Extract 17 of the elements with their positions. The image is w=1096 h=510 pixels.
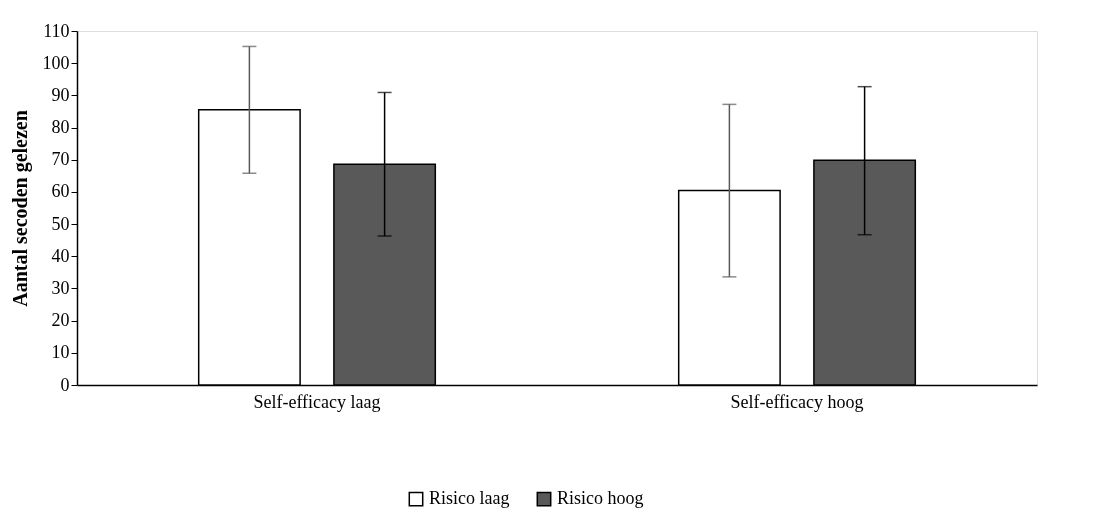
y-tick-label: 100 [42,52,70,73]
legend-label: Risico hoog [557,488,644,509]
y-tick-label: 50 [51,213,70,234]
y-tick-label: 0 [60,374,70,395]
y-tick-label: 10 [51,342,70,363]
y-tick-label: 110 [43,20,70,41]
y-tick-label: 90 [51,84,70,105]
y-tick-label: 70 [51,149,70,170]
y-axis-title: Aantal secoden gelezen [8,110,32,307]
y-tick-label: 80 [51,117,70,138]
y-tick-label: 20 [51,310,70,331]
y-tick-label: 30 [51,277,70,298]
y-tick-label: 60 [51,181,70,202]
x-tick-label: Self-efficacy laag [253,391,381,412]
y-tick-label: 40 [51,245,70,266]
x-tick-label: Self-efficacy hoog [730,391,864,412]
legend-label: Risico laag [429,488,510,509]
